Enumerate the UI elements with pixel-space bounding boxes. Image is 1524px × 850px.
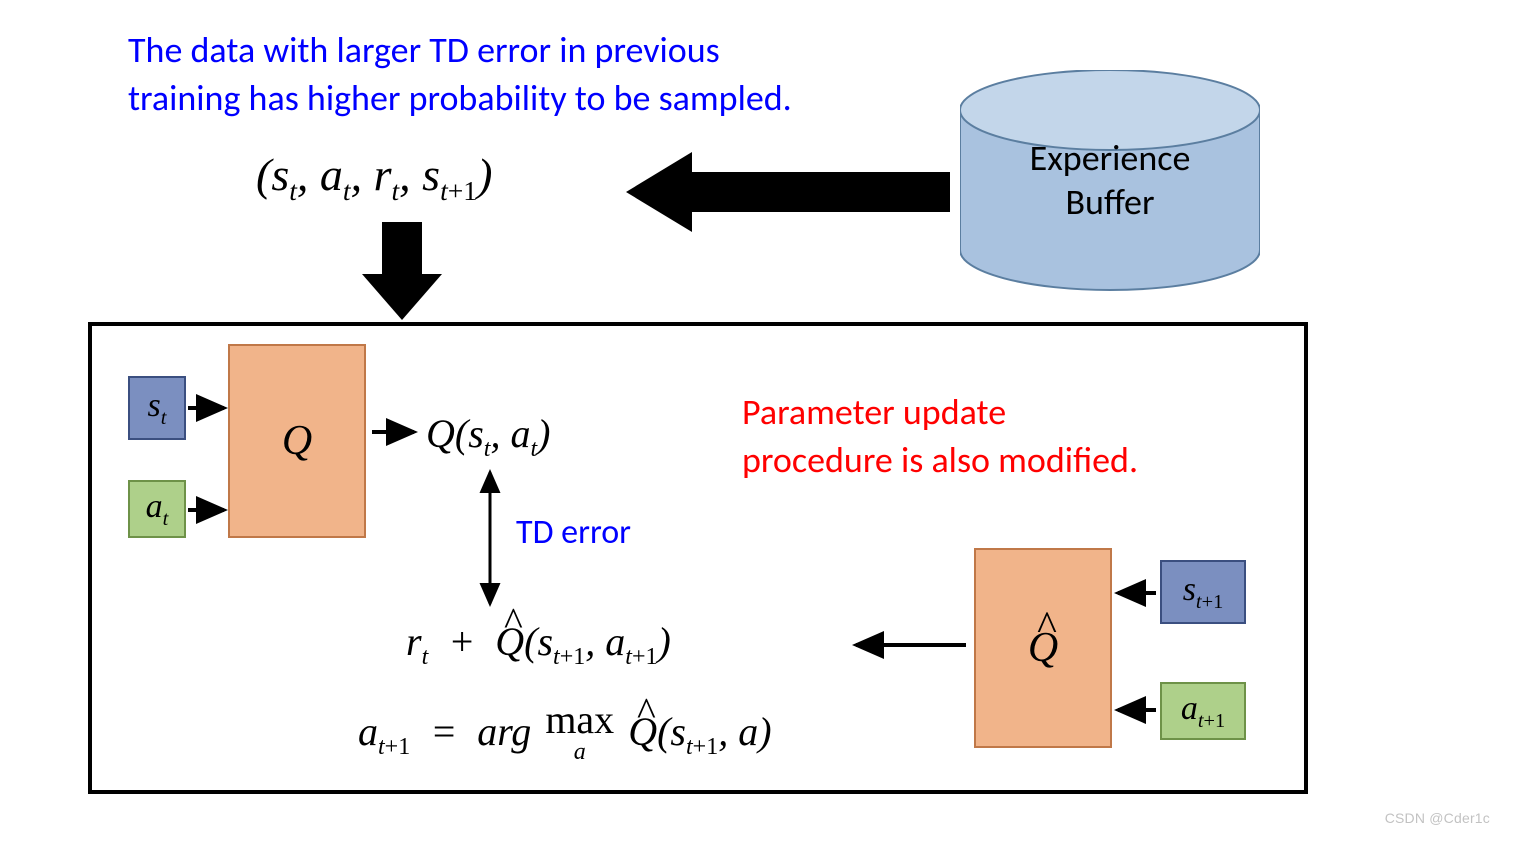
node-st1: st+1 [1160, 560, 1246, 624]
node-st: st [128, 376, 186, 440]
red-note: Parameter update procedure is also modif… [742, 388, 1138, 484]
node-at: at [128, 480, 186, 538]
node-at1: at+1 [1160, 682, 1246, 740]
attribution-watermark: CSDN @Cder1c [1385, 810, 1490, 826]
label-td-error: TD error [516, 512, 631, 553]
arrow-tuple-to-box [362, 222, 442, 320]
node-qhat: Q^ [974, 548, 1112, 748]
formula-target: rt + Q^(st+1, at+1) [406, 618, 671, 671]
node-q: Q [228, 344, 366, 538]
red-note-line1: Parameter update [742, 388, 1138, 436]
formula-argmax: at+1 = arg max a Q^(st+1, a) [358, 700, 772, 764]
red-note-line2: procedure is also modified. [742, 436, 1138, 484]
formula-qsa: Q(st, at) [426, 410, 550, 463]
arrow-buffer-to-tuple [626, 152, 950, 232]
